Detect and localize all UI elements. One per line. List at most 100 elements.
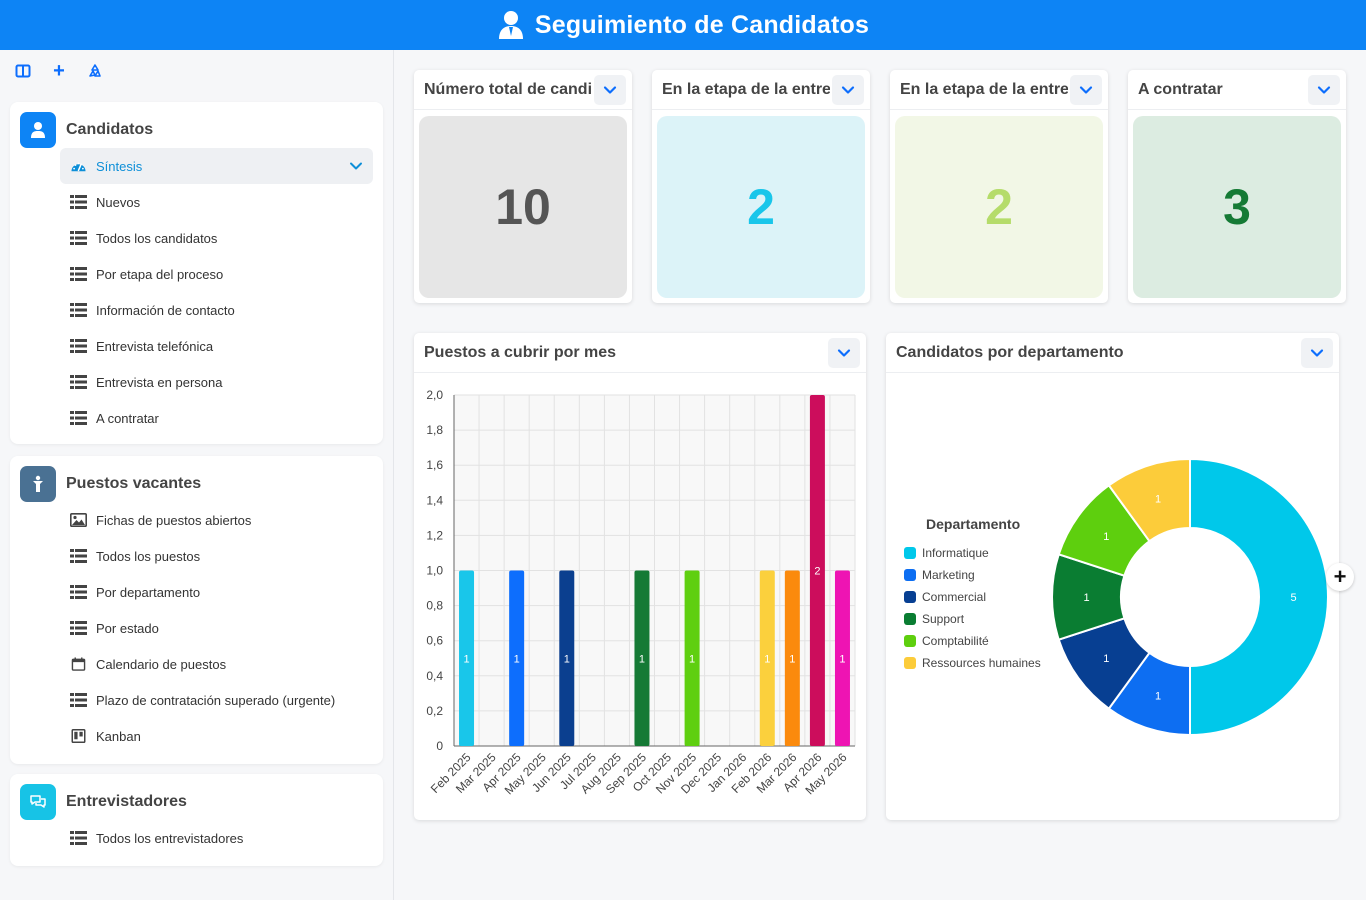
y-tick-label: 1,4 <box>426 493 443 507</box>
kpi-value: 2 <box>657 116 865 298</box>
section-entrevistadores-icon-box <box>20 784 56 820</box>
donut-slice[interactable] <box>1189 457 1329 737</box>
sidebar-item-puestos-5[interactable]: Plazo de contratación superado (urgente) <box>60 682 373 718</box>
legend-item[interactable]: Marketing <box>904 564 1041 586</box>
sidebar-item-candidatos-5[interactable]: Entrevista telefónica <box>60 328 373 364</box>
sidebar-item-puestos-2[interactable]: Por departamento <box>60 574 373 610</box>
section-puestos-header[interactable]: Puestos vacantes <box>20 466 201 502</box>
bar-data-label: 1 <box>839 653 845 665</box>
sidebar-item-label: Kanban <box>96 728 141 744</box>
kpi-card-header: A contratar <box>1128 70 1346 110</box>
chevron-down-icon <box>841 86 855 94</box>
section-candidatos-header[interactable]: Candidatos <box>20 112 153 148</box>
table-icon <box>70 411 87 425</box>
bar-chart-title: Puestos a cubrir por mes <box>424 344 617 361</box>
sidebar-item-candidatos-7[interactable]: A contratar <box>60 400 373 436</box>
sidebar-item-puestos-1[interactable]: Todos los puestos <box>60 538 373 574</box>
bar[interactable] <box>459 570 475 747</box>
sidebar-item-candidatos-3[interactable]: Por etapa del proceso <box>60 256 373 292</box>
sidebar-item-label: Todos los puestos <box>96 548 201 564</box>
add-button[interactable]: + <box>53 60 65 82</box>
kpi-card-contratar: A contratar 3 <box>1128 70 1346 303</box>
card-menu-button[interactable] <box>1070 75 1102 105</box>
legend-label: Marketing <box>922 568 975 582</box>
sidebar-item-puestos-3[interactable]: Por estado <box>60 610 373 646</box>
section-candidatos: Candidatos Síntesis Nuevos Todos los candi… <box>10 102 383 444</box>
sidebar-item-puestos-6[interactable]: Kanban <box>60 718 373 754</box>
kpi-card-header: En la etapa de la entrevista telefónica <box>652 70 870 110</box>
card-menu-button[interactable] <box>828 338 860 368</box>
layout-toggle-button[interactable] <box>8 58 38 84</box>
bar[interactable] <box>509 570 525 747</box>
table-icon <box>70 339 87 353</box>
legend-item[interactable]: Ressources humaines <box>904 652 1041 674</box>
expand-plus-button[interactable]: + <box>1326 563 1354 591</box>
sidebar-item-candidatos-0[interactable]: Síntesis <box>60 148 373 184</box>
y-tick-label: 0,8 <box>426 599 443 613</box>
sidebar-item-candidatos-2[interactable]: Todos los candidatos <box>60 220 373 256</box>
bar-data-label: 1 <box>639 653 645 665</box>
donut-slice[interactable] <box>1107 457 1191 543</box>
legend-item[interactable]: Informatique <box>904 542 1041 564</box>
sidebar-item-entrevistadores-0[interactable]: Todos los entrevistadores <box>60 820 373 856</box>
y-tick-label: 1,6 <box>426 458 443 472</box>
calendar-icon <box>71 657 86 671</box>
sidebar-item-label: Entrevista en persona <box>96 374 223 390</box>
sidebar-item-puestos-4[interactable]: Calendario de puestos <box>60 646 373 682</box>
slice-data-label: 1 <box>1103 531 1109 543</box>
kpi-value: 3 <box>1133 116 1341 298</box>
sidebar-item-candidatos-1[interactable]: Nuevos <box>60 184 373 220</box>
bar[interactable] <box>809 395 825 746</box>
legend-item[interactable]: Comptabilité <box>904 630 1041 652</box>
card-menu-button[interactable] <box>1308 75 1340 105</box>
y-tick-label: 1,8 <box>426 423 443 437</box>
table-icon <box>70 621 87 635</box>
legend-swatch <box>904 635 916 647</box>
sidebar-item-label: Por estado <box>96 620 159 636</box>
nav-puestos: Fichas de puestos abiertos Todos los pues… <box>60 502 373 754</box>
bar[interactable] <box>784 570 800 747</box>
recycle-icon <box>89 64 101 77</box>
card-menu-button[interactable] <box>594 75 626 105</box>
person-standing-icon <box>33 475 43 492</box>
bar[interactable] <box>634 570 650 747</box>
sidebar-item-candidatos-4[interactable]: Información de contacto <box>60 292 373 328</box>
bar[interactable] <box>559 570 575 747</box>
legend-swatch <box>904 657 916 669</box>
legend-swatch <box>904 569 916 581</box>
donut-chart: 5 1 1 1 1 1 <box>1051 457 1329 737</box>
bar[interactable] <box>759 570 775 747</box>
y-tick-label: 0,6 <box>426 634 443 648</box>
nav-candidatos: Síntesis Nuevos Todos los candidatos Por et… <box>60 148 373 436</box>
y-tick-label: 0,4 <box>426 669 443 683</box>
bar-data-label: 1 <box>689 653 695 665</box>
kpi-card-header: En la etapa de la entrevista en persona <box>890 70 1108 110</box>
legend-label: Ressources humaines <box>922 656 1041 670</box>
slice-data-label: 5 <box>1290 592 1296 604</box>
bar[interactable] <box>684 570 700 747</box>
bar-chart-header: Puestos a cubrir por mes <box>414 333 866 373</box>
section-entrevistadores-header[interactable]: Entrevistadores <box>20 784 187 820</box>
recycle-button[interactable] <box>80 58 110 84</box>
bar-chart-card: Puestos a cubrir por mes 0 0,2 0,4 0,6 0,8 1,… <box>414 333 866 820</box>
sidebar-item-candidatos-6[interactable]: Entrevista en persona <box>60 364 373 400</box>
card-menu-button[interactable] <box>832 75 864 105</box>
card-menu-button[interactable] <box>1301 338 1333 368</box>
legend-item[interactable]: Commercial <box>904 586 1041 608</box>
kpi-title: Número total de candidatos <box>424 81 592 98</box>
sidebar-item-puestos-0[interactable]: Fichas de puestos abiertos <box>60 502 373 538</box>
kpi-card-persona: En la etapa de la entrevista en persona … <box>890 70 1108 303</box>
legend: Informatique Marketing Commercial Support Co… <box>904 542 1041 674</box>
section-puestos: Puestos vacantes Fichas de puestos abier… <box>10 456 383 764</box>
bar[interactable] <box>834 570 850 747</box>
chevron-down-icon <box>1310 349 1324 357</box>
sidebar-toolbar: + <box>8 58 110 84</box>
sidebar-item-label: Por etapa del proceso <box>96 266 224 282</box>
table-icon <box>70 831 87 845</box>
dashboard-icon <box>71 162 86 172</box>
table-icon <box>70 267 87 281</box>
chevron-down-icon <box>1079 86 1093 94</box>
app-header: Seguimiento de Candidatos <box>0 0 1366 50</box>
legend-item[interactable]: Support <box>904 608 1041 630</box>
sidebar-item-label: Todos los entrevistadores <box>96 830 244 846</box>
